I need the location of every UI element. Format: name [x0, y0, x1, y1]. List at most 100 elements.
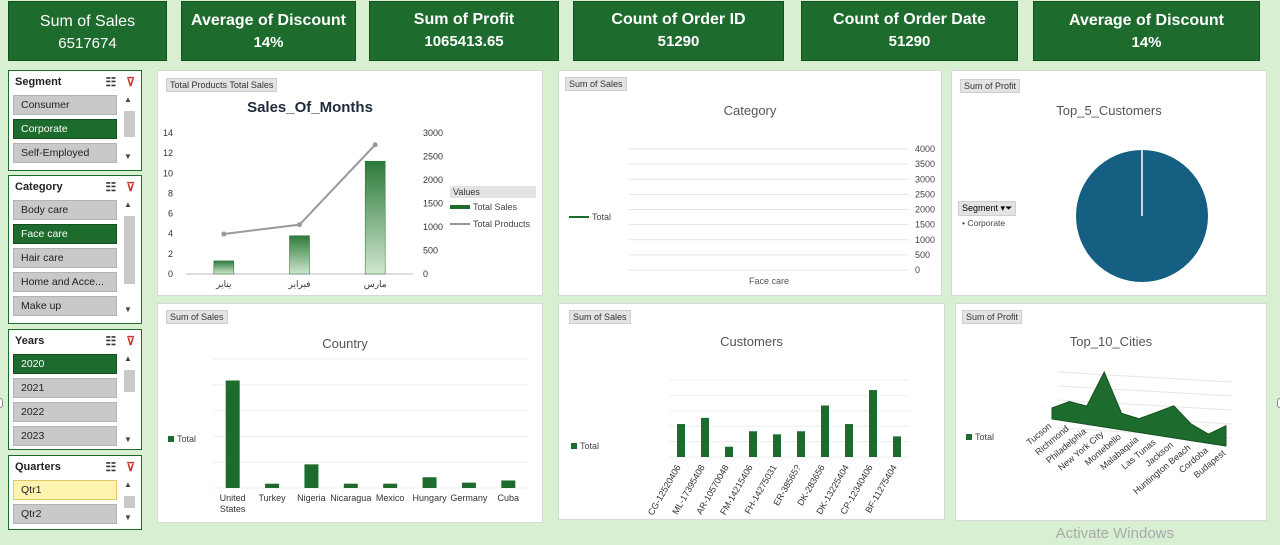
scroll-thumb[interactable] — [124, 370, 135, 392]
y-tick-label: 4 — [168, 229, 173, 239]
kpi-average-of-discount-2: Average of Discount 14% — [1033, 1, 1260, 61]
multi-select-icon[interactable]: ☷ — [105, 75, 117, 89]
kpi-sum-of-sales: Sum of Sales 6517674 — [8, 1, 167, 61]
field-button[interactable]: Total Products Total Sales — [166, 78, 278, 92]
slicer-item-self-employed[interactable]: Self-Employed — [13, 143, 117, 163]
resize-handle[interactable] — [0, 398, 3, 408]
kpi-count-of-order-id: Count of Order ID 51290 — [573, 1, 784, 61]
watermark: Activate Windows — [1055, 525, 1174, 542]
gridline — [1057, 399, 1233, 411]
multi-select-icon[interactable]: ☷ — [105, 334, 117, 348]
clear-filter-icon[interactable]: ⊽ — [126, 75, 135, 89]
scroll-thumb[interactable] — [124, 216, 135, 284]
scroll-up-icon[interactable]: ▲ — [124, 200, 132, 209]
field-button[interactable]: Sum of Sales — [569, 310, 631, 324]
scroll-down-icon[interactable]: ▼ — [124, 152, 132, 161]
y-tick-label: 2 — [168, 249, 173, 259]
field-button[interactable]: Sum of Profit — [962, 310, 1023, 324]
filter-label: Segment — [962, 203, 999, 213]
bar — [265, 483, 280, 488]
slicer-item-qtr2[interactable]: Qtr2 — [13, 504, 117, 524]
scroll-down-icon[interactable]: ▼ — [124, 435, 132, 444]
slicer-item-corporate[interactable]: Corporate — [13, 119, 117, 139]
chart-country[interactable]: Sum of Sales Country Total United States T… — [157, 303, 543, 523]
slicer-item-consumer[interactable]: Consumer — [13, 95, 117, 115]
slicer-item-make-up[interactable]: Make up — [13, 296, 117, 316]
y-tick-label: 2500 — [915, 189, 935, 199]
y-tick-label: 6 — [168, 209, 173, 219]
scroll-down-icon[interactable]: ▼ — [124, 513, 132, 522]
bar — [422, 477, 437, 488]
slicer-item-qtr1[interactable]: Qtr1 — [13, 480, 117, 500]
slicer-title: Segment — [15, 76, 62, 88]
clear-filter-icon[interactable]: ⊽ — [126, 334, 135, 348]
slicer-item-2022[interactable]: 2022 — [13, 402, 117, 422]
chart-top-5-customers[interactable]: Sum of Profit Top_5_Customers Segment ▾⏷… — [951, 70, 1267, 296]
field-button[interactable]: Sum of Sales — [166, 310, 228, 324]
scrollbar[interactable]: ▲ ▼ — [123, 200, 135, 316]
clear-filter-icon[interactable]: ⊽ — [126, 180, 135, 194]
kpi-value: 51290 — [657, 33, 700, 50]
chart-top-10-cities[interactable]: Sum of Profit Top_10_Cities Total Tucson… — [955, 303, 1267, 521]
slicer-item-2020[interactable]: 2020 — [13, 354, 117, 374]
field-button[interactable]: Sum of Profit — [960, 79, 1021, 93]
slicer-item-home-and-accessories[interactable]: Home and Acce... — [13, 272, 117, 292]
x-tick-label: Hungary — [413, 493, 448, 503]
bar — [677, 424, 685, 457]
kpi-title: Average of Discount — [191, 12, 346, 29]
multi-select-icon[interactable]: ☷ — [105, 180, 117, 194]
kpi-value: 1065413.65 — [424, 33, 504, 50]
kpi-count-of-order-date: Count of Order Date 51290 — [801, 1, 1018, 61]
chart-plot: 0 2 4 6 8 10 12 14 0 500 1000 1500 2000 2500 3000 يناير… — [163, 128, 443, 290]
bar — [343, 483, 358, 488]
kpi-title: Average of Discount — [1069, 12, 1224, 29]
filter-icon: ▾⏷ — [1000, 203, 1013, 213]
kpi-title: Sum of Sales — [39, 13, 136, 30]
kpi-sum-of-profit: Sum of Profit 1065413.65 — [369, 1, 559, 61]
segment-filter-button[interactable]: Segment ▾⏷ — [958, 201, 1017, 216]
x-tick-label: Cuba — [498, 493, 520, 503]
kpi-value: 14% — [1131, 34, 1162, 51]
series-area — [1051, 370, 1227, 447]
chart-category[interactable]: Sum of Sales Category Total 0 500 1000 1500… — [558, 70, 942, 296]
field-button[interactable]: Sum of Sales — [565, 77, 627, 91]
scrollbar[interactable]: ▲ ▼ — [123, 480, 135, 524]
kpi-title: Sum of Profit — [413, 11, 515, 28]
chart-title: Customers — [720, 334, 783, 349]
multi-select-icon[interactable]: ☷ — [105, 460, 117, 474]
slicer-item-body-care[interactable]: Body care — [13, 200, 117, 220]
scroll-thumb[interactable] — [124, 496, 135, 508]
y2-tick-label: 2500 — [423, 152, 443, 162]
slicer-item-hair-care[interactable]: Hair care — [13, 248, 117, 268]
scroll-thumb[interactable] — [124, 111, 135, 137]
y2-tick-label: 1500 — [423, 199, 443, 209]
slicer-item-face-care[interactable]: Face care — [13, 224, 117, 244]
chart-sales-of-months[interactable]: Total Products Total Sales Sales_Of_Mont… — [157, 70, 543, 296]
gridline — [1057, 385, 1233, 397]
y2-tick-label: 3000 — [423, 128, 443, 138]
chart-plot: United States Turkey Nigeria Nicaragua Mexico… — [213, 358, 528, 514]
chart-legend: Total — [569, 212, 611, 222]
y-tick-label: 12 — [163, 148, 173, 158]
x-tick-label: Nigeria — [297, 493, 326, 503]
slicer-title: Years — [15, 335, 45, 347]
slicer-header: Segment ☷ ⊽ — [9, 71, 141, 93]
chart-customers[interactable]: Sum of Sales Customers Total CG-12520406… — [558, 303, 945, 520]
scrollbar[interactable]: ▲ ▼ — [123, 95, 135, 163]
slicer-item-2021[interactable]: 2021 — [13, 378, 117, 398]
scroll-up-icon[interactable]: ▲ — [124, 354, 132, 363]
series-line — [223, 144, 376, 236]
scroll-down-icon[interactable]: ▼ — [124, 305, 132, 314]
clear-filter-icon[interactable]: ⊽ — [126, 460, 135, 474]
resize-handle[interactable] — [1277, 398, 1280, 408]
scroll-up-icon[interactable]: ▲ — [124, 95, 132, 104]
y2-tick-label: 1000 — [423, 222, 443, 232]
kpi-average-of-discount: Average of Discount 14% — [181, 1, 356, 61]
bar — [701, 417, 709, 457]
scrollbar[interactable]: ▲ ▼ — [123, 354, 135, 446]
gridline — [1057, 371, 1233, 383]
scroll-up-icon[interactable]: ▲ — [124, 480, 132, 489]
slicer-item-2023[interactable]: 2023 — [13, 426, 117, 446]
bar — [304, 464, 319, 488]
